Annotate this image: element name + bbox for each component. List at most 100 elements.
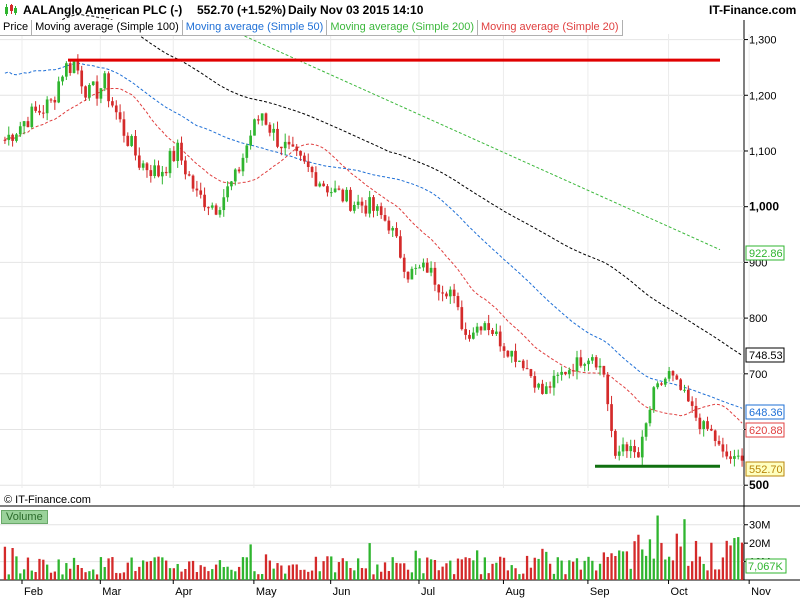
candle-body [122,119,126,136]
volume-bar [445,563,448,580]
candle-body [621,444,625,452]
candle-body [683,389,686,391]
volume-bar [222,567,225,580]
volume-bar [53,571,56,580]
x-tick-label: May [256,586,277,598]
legend-price[interactable]: Price [0,20,33,36]
volume-bar [579,569,582,580]
volume-bar [629,568,632,580]
candle-body [222,197,226,211]
volume-bar [714,569,717,580]
volume-bar [145,561,149,580]
candle-body [502,346,506,351]
volume-bar [694,540,698,580]
legend-sma50[interactable]: Moving average (Simple 50) [182,20,328,36]
volume-bar [464,557,467,580]
legend-sma20[interactable]: Moving average (Simple 20) [478,20,623,36]
candle-body [460,307,464,330]
volume-bar [176,563,179,580]
volume-bar [472,560,475,580]
candle-body [164,171,168,174]
candle-body [441,292,444,294]
candle-body [299,150,302,156]
volume-bar [591,560,594,580]
candle-body [356,201,360,205]
candle-body [567,370,571,375]
candle-body [137,155,141,168]
value-label: 922.86 [749,248,783,260]
volume-bar [264,554,268,580]
volume-bar [191,560,195,580]
volume-bar [249,544,252,580]
y-tick-label: 1,200 [749,90,777,102]
value-label-box [745,404,785,420]
volume-bar [491,563,494,580]
volume-bar [165,560,168,580]
candle-body [310,167,314,173]
candle-body [176,142,180,162]
value-label-box [745,422,785,438]
candle-body [667,371,671,379]
volume-bar [291,564,295,580]
candle-body [352,204,356,211]
volume-bar [637,534,640,580]
candle-body [548,386,552,388]
candle-body [280,146,283,149]
candle-body [326,186,329,193]
volume-bar [495,562,498,580]
volume-bar [272,568,275,580]
candle-body [233,169,237,182]
candle-body [533,376,537,388]
volume-bar [679,546,682,580]
x-tick-label: Mar [102,586,121,598]
volume-bar [552,573,556,580]
volume-bar [380,571,383,580]
candle-body [153,165,156,177]
volume-bar [468,558,471,580]
volume-bar [671,560,675,580]
candle-body [610,404,613,431]
candle-body [445,293,448,297]
candle-body [495,331,498,335]
candle-body [571,370,575,372]
volume-bar [7,574,10,580]
legend-sma200[interactable]: Moving average (Simple 200) [327,20,479,36]
value-label: 748.53 [749,350,783,362]
candle-body [295,146,299,151]
candle-body [145,163,149,171]
volume-bar [625,551,629,580]
volume-bar [276,563,279,580]
candle-body [80,70,84,87]
x-tick-label: Jul [421,586,435,598]
candle-body [740,455,744,461]
sma50-line [4,62,743,409]
y-tick-label: 800 [749,313,767,325]
volume-bar [80,568,83,580]
candle-body [111,101,114,106]
volume-bar [418,558,421,580]
copyright: © IT-Finance.com [4,494,91,506]
candle-body [629,446,633,452]
candle-body [149,170,153,177]
volume-bar [598,563,602,580]
volume-bar [353,570,356,580]
candle-body [541,383,544,394]
candle-body [210,205,214,208]
volume-bar [487,573,490,580]
legend-sma100[interactable]: Moving average (Simple 100) [32,20,183,36]
candle-body [76,60,80,71]
candle-body [322,183,325,187]
candle-body [237,169,241,172]
volume-label[interactable]: Volume [1,510,48,524]
volume-bar [691,561,694,580]
candle-body [84,86,87,98]
volume-bar [583,560,586,580]
volume-bar [683,519,686,580]
volume-bar [226,566,229,580]
candle-body [72,60,76,74]
volume-bar [99,557,103,580]
candle-body [7,134,11,141]
volume-bar [284,573,287,580]
candle-body [375,206,379,211]
